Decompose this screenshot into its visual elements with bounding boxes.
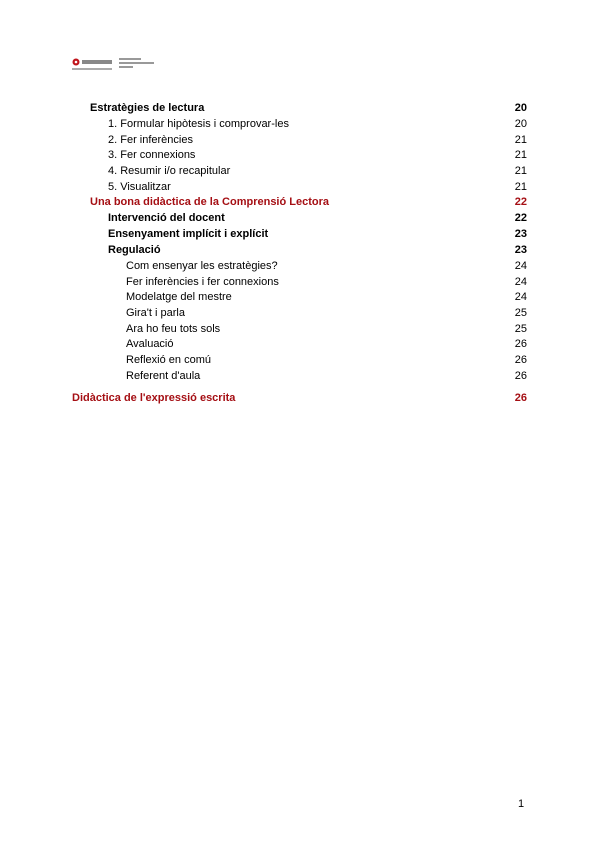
toc-entry-page: 21 xyxy=(514,134,527,146)
toc-entry[interactable]: 4. Resumir i/o recapitular 21 xyxy=(0,164,527,178)
toc-entry[interactable]: Didàctica de l'expressió escrita 26 xyxy=(0,391,527,405)
toc-entry-page: 23 xyxy=(514,228,527,240)
toc-entry[interactable]: Reflexió en comú 26 xyxy=(0,353,527,367)
toc-entry-title: Com ensenyar les estratègies? xyxy=(126,260,278,272)
toc-entry-title: Gira't i parla xyxy=(126,307,185,319)
toc-entry[interactable]: Regulació 23 xyxy=(0,243,527,257)
toc-entry[interactable]: Una bona didàctica de la Comprensió Lect… xyxy=(0,195,527,209)
toc-entry-title: Ara ho feu tots sols xyxy=(126,323,221,335)
toc-entry[interactable]: 1. Formular hipòtesis i comprovar-les 20 xyxy=(0,117,527,131)
university-logo xyxy=(72,58,154,70)
toc-entry-title: 2. Fer inferències xyxy=(108,134,193,146)
toc-entry-page: 22 xyxy=(514,212,527,224)
toc-entry-page: 26 xyxy=(514,338,527,350)
toc-entry[interactable]: Ensenyament implícit i explícit 23 xyxy=(0,227,527,241)
toc-entry-title: Avaluació xyxy=(126,338,174,350)
toc-entry-page: 21 xyxy=(514,165,527,177)
toc-entry[interactable]: 5. Visualitzar 21 xyxy=(0,180,527,194)
toc-entry-title: Referent d'aula xyxy=(126,370,201,382)
page-number: 1 xyxy=(518,798,525,810)
toc-entry-page: 24 xyxy=(514,291,527,303)
toc-entry-page: 20 xyxy=(514,118,527,130)
toc-entry[interactable]: 3. Fer connexions 21 xyxy=(0,148,527,162)
toc-entry-title: Didàctica de l'expressió escrita xyxy=(72,392,236,404)
toc-entry-page: 26 xyxy=(514,392,527,404)
toc-entry-title: Fer inferències i fer connexions xyxy=(126,276,279,288)
toc-entry[interactable]: Referent d'aula 26 xyxy=(0,369,527,383)
toc-entry[interactable]: 2. Fer inferències 21 xyxy=(0,133,527,147)
toc-entry-title: Regulació xyxy=(108,244,161,256)
toc-entry-page: 25 xyxy=(514,307,527,319)
toc-entry[interactable]: Modelatge del mestre 24 xyxy=(0,290,527,304)
toc-entry-page: 21 xyxy=(514,181,527,193)
toc-entry-page: 26 xyxy=(514,370,527,382)
toc-entry-title: 3. Fer connexions xyxy=(108,149,196,161)
toc-entry-page: 23 xyxy=(514,244,527,256)
toc-entry-page: 21 xyxy=(514,149,527,161)
toc-entry-page: 24 xyxy=(514,276,527,288)
toc-entry-title: Reflexió en comú xyxy=(126,354,211,366)
toc-entry-title: 5. Visualitzar xyxy=(108,181,171,193)
toc-entry-title: 4. Resumir i/o recapitular xyxy=(108,165,231,177)
toc-entry[interactable]: Intervenció del docent 22 xyxy=(0,211,527,225)
toc-entry-title: Estratègies de lectura xyxy=(90,102,205,114)
toc-entry[interactable]: Ara ho feu tots sols 25 xyxy=(0,322,527,336)
toc-entry[interactable]: Com ensenyar les estratègies? 24 xyxy=(0,259,527,273)
toc-entry-title: Intervenció del docent xyxy=(108,212,225,224)
toc-entry-page: 22 xyxy=(514,196,527,208)
toc-entry[interactable]: Fer inferències i fer connexions 24 xyxy=(0,275,527,289)
toc-entry[interactable]: Estratègies de lectura 20 xyxy=(0,101,527,115)
toc-entry[interactable]: Avaluació 26 xyxy=(0,337,527,351)
toc-entry-title: Una bona didàctica de la Comprensió Lect… xyxy=(90,196,329,208)
toc-entry-title: Modelatge del mestre xyxy=(126,291,232,303)
toc-entry-title: 1. Formular hipòtesis i comprovar-les xyxy=(108,118,289,130)
toc-entry[interactable]: Gira't i parla 25 xyxy=(0,306,527,320)
toc-entry-page: 25 xyxy=(514,323,527,335)
toc-entry-page: 26 xyxy=(514,354,527,366)
toc-entry-page: 20 xyxy=(514,102,527,114)
toc-entry-page: 24 xyxy=(514,260,527,272)
toc-entry-title: Ensenyament implícit i explícit xyxy=(108,228,269,240)
